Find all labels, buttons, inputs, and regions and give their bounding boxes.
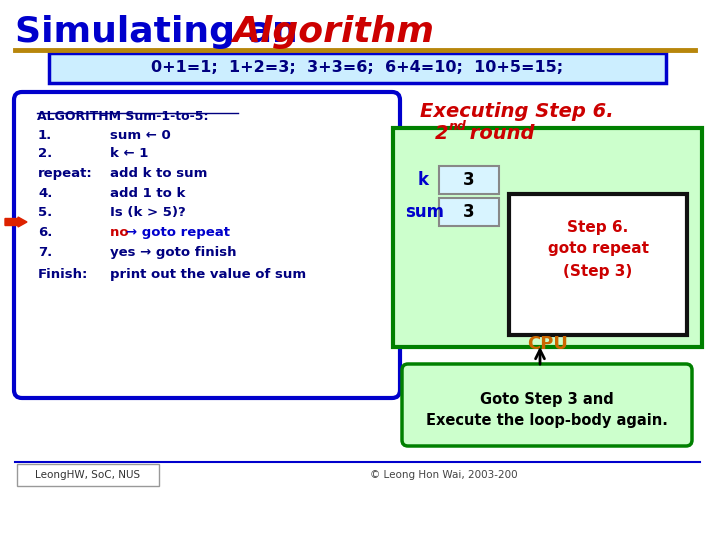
Text: → goto repeat: → goto repeat — [126, 226, 230, 239]
Text: print out the value of sum: print out the value of sum — [110, 268, 306, 281]
Text: © Leong Hon Wai, 2003-200: © Leong Hon Wai, 2003-200 — [370, 470, 518, 480]
Text: Is (k > 5)?: Is (k > 5)? — [110, 206, 186, 219]
Text: k: k — [418, 171, 429, 189]
Text: ALGORITHM Sum-1-to-5:: ALGORITHM Sum-1-to-5: — [37, 110, 209, 123]
Text: 7.: 7. — [38, 246, 53, 259]
Text: Goto Step 3 and: Goto Step 3 and — [480, 392, 614, 407]
Text: nd: nd — [449, 120, 467, 133]
Text: 3: 3 — [463, 203, 474, 221]
Text: 4.: 4. — [38, 187, 53, 200]
FancyBboxPatch shape — [14, 92, 400, 398]
Text: Simulating an: Simulating an — [15, 15, 310, 49]
Text: Finish:: Finish: — [38, 268, 89, 281]
Text: goto repeat: goto repeat — [547, 241, 649, 256]
Text: 3: 3 — [463, 171, 474, 189]
Text: yes → goto finish: yes → goto finish — [110, 246, 236, 259]
Text: k ← 1: k ← 1 — [110, 147, 148, 160]
FancyArrow shape — [5, 217, 27, 227]
FancyBboxPatch shape — [49, 53, 666, 83]
Text: add 1 to k: add 1 to k — [110, 187, 185, 200]
Text: 5.: 5. — [38, 206, 53, 219]
Text: Executing Step 6.: Executing Step 6. — [420, 102, 613, 121]
FancyBboxPatch shape — [439, 198, 499, 226]
Text: round: round — [463, 124, 534, 143]
Text: sum ← 0: sum ← 0 — [110, 129, 171, 142]
Text: repeat:: repeat: — [38, 167, 93, 180]
FancyBboxPatch shape — [509, 194, 687, 335]
FancyBboxPatch shape — [17, 464, 159, 486]
Text: 2: 2 — [435, 124, 449, 143]
FancyBboxPatch shape — [402, 364, 692, 446]
Text: 6.: 6. — [38, 226, 53, 239]
Text: CPU: CPU — [528, 335, 568, 353]
FancyBboxPatch shape — [393, 128, 702, 347]
Text: no: no — [110, 226, 133, 239]
Text: Algorithm: Algorithm — [232, 15, 434, 49]
Text: add k to sum: add k to sum — [110, 167, 207, 180]
Text: 2.: 2. — [38, 147, 53, 160]
Text: sum: sum — [405, 203, 444, 221]
Text: LeongHW, SoC, NUS: LeongHW, SoC, NUS — [35, 470, 140, 480]
Text: (Step 3): (Step 3) — [563, 264, 633, 279]
FancyBboxPatch shape — [439, 166, 499, 194]
Text: Execute the loop-body again.: Execute the loop-body again. — [426, 413, 668, 428]
Text: 0+1=1;  1+2=3;  3+3=6;  6+4=10;  10+5=15;: 0+1=1; 1+2=3; 3+3=6; 6+4=10; 10+5=15; — [151, 60, 563, 76]
Text: Step 6.: Step 6. — [567, 220, 629, 235]
Text: 1.: 1. — [38, 129, 53, 142]
